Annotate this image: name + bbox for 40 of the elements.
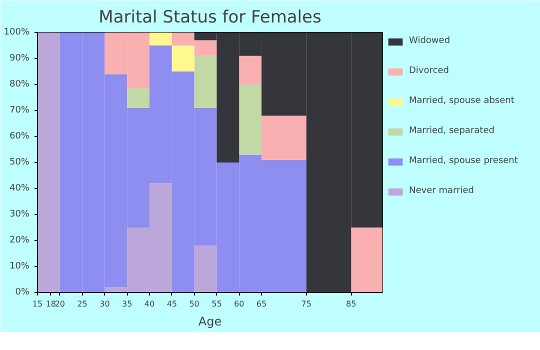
bar [127,88,150,108]
x-tick-label: 30 [100,300,110,308]
legend-label: Married, spouse absent [409,96,514,106]
y-tick-label: 90% [9,54,30,64]
x-tick-label: 20 [54,300,65,308]
legend-label: Married, separated [409,126,494,136]
bar [194,56,217,108]
legend-label: Married, spouse present [409,156,518,166]
x-tick-label: 40 [144,300,155,308]
y-tick-label: 80% [9,80,30,90]
y-tick-label: 50% [9,158,30,168]
legend-label: Widowed [409,36,450,46]
y-tick-label: 0% [15,288,30,298]
x-tick-label: 18 [46,300,56,308]
y-tick-label: 10% [9,262,30,272]
bar [172,46,194,72]
x-tick-label: 15 [32,300,43,308]
x-axis-title: Age [198,314,222,328]
legend-label: Divorced [409,66,449,76]
x-tick-label: 75 [301,300,312,308]
y-tick-label: 30% [9,210,30,220]
x-tick-label: 45 [166,300,178,308]
bar [239,56,262,84]
y-tick-label: 60% [9,132,30,142]
legend-label: Never married [409,186,474,196]
bar [150,32,172,46]
x-tick-label: 60 [234,300,244,308]
x-tick-label: 65 [256,300,267,308]
x-tick-label: 55 [212,300,222,308]
y-tick-label: 100% [4,28,30,38]
x-tick-label: 25 [77,300,88,308]
chart-title: Marital Status for Females [98,8,322,28]
bar [239,84,262,155]
y-tick-label: 40% [9,184,30,194]
y-tick-label: 20% [9,236,30,246]
x-tick-label: 85 [346,300,356,308]
bar [194,246,217,292]
y-tick-label: 70% [9,106,30,116]
x-tick-label: 35 [122,300,132,308]
x-tick-label: 50 [189,300,200,308]
